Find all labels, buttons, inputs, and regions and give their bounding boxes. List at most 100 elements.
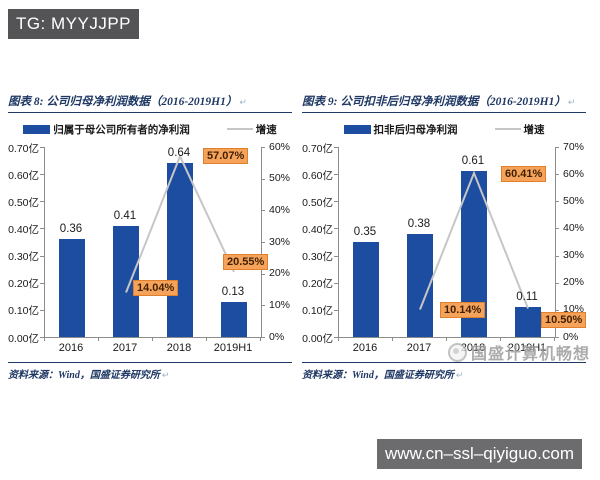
y-axis-tick-label: 0.20亿 [8,278,39,291]
y-axis-tick-label: 0.70亿 [8,142,39,155]
bar-value-label: 0.13 [221,285,245,298]
axis-tick [44,337,45,341]
axis-tick [152,337,153,341]
caption-rule [8,112,292,113]
axis-tick [338,337,339,341]
bar-value-label: 0.11 [516,291,538,304]
figure-caption: 图表 9: 公司扣非后归母净利润数据（2016-2019H1） [302,96,566,108]
figure-rule [302,362,586,363]
growth-line [419,170,529,310]
growth-callout-label: 20.55% [223,253,269,270]
axis-tick [206,337,207,341]
axis-tick [40,282,44,284]
y-axis-tick-label: 0.30亿 [302,251,333,264]
x-axis-tick-label: 2019H1 [507,342,547,354]
axis-tick [40,255,44,257]
y-axis-tick-label: 0.10亿 [302,305,333,318]
x-axis-tick-label: 2016 [58,342,84,354]
y-axis-tick-label: 0.20亿 [302,278,333,291]
chart-legend: 扣非后归母净利润 增速 [302,121,586,137]
watermark: 国盛计算机畅想 [448,340,590,364]
y-axis-tick-label: 0.00亿 [8,332,39,345]
legend-bar-swatch [23,124,51,134]
legend-bar-label: 扣非后归母净利润 [373,124,458,136]
axis-tick [261,337,265,338]
growth-line [125,153,235,293]
axis-tick [555,309,559,311]
axis-tick [261,305,265,307]
y-axis-tick-label: 0.50亿 [302,196,333,209]
legend-bar-swatch [343,124,371,134]
return-mark-icon: ↵ [455,370,464,380]
source-note: 资料来源：Wind，国盛证券研究所 [302,370,454,381]
axis-tick [555,174,559,176]
y-axis-tick-label: 60% [563,167,585,180]
axis-tick [446,337,447,341]
axis-tick [261,242,265,243]
source-note: 资料来源：Wind，国盛证券研究所 [8,370,160,381]
y-axis-tick-label: 30% [269,235,291,248]
y-axis-tick-label: 10% [269,298,291,311]
y-axis-tick-label: 0.10亿 [8,305,39,318]
caption-rule [302,112,586,113]
axis-tick [392,337,393,341]
bar [353,242,379,337]
return-mark-icon: ↵ [567,97,576,107]
legend-line-label: 增速 [523,124,545,136]
figure-caption-row: 图表 9: 公司扣非后归母净利润数据（2016-2019H1） ↵ [302,92,586,110]
y-axis-tick-label: 0.60亿 [8,169,39,182]
y-axis-tick-label: 0.40亿 [302,223,333,236]
growth-callout-label: 14.04% [133,279,179,296]
y-axis-tick-label: 0.00亿 [302,332,333,345]
y-axis-tick-label: 40% [269,203,291,216]
axis-tick [334,147,338,148]
axis-tick [261,178,265,180]
bar-value-label: 0.64 [167,147,191,160]
figure-caption-row: 图表 8: 公司归母净利润数据（2016-2019H1） ↵ [8,92,292,110]
bar [221,301,247,337]
axis-tick [40,147,44,148]
axis-tick [334,255,338,257]
y-axis-tick-label: 0.50亿 [8,196,39,209]
bar [515,307,541,337]
plot-area: 0.00亿 0.10亿 0.20亿 0.30亿 0.40亿 0.50亿 0.60亿 0.70亿… [302,92,587,382]
chart-legend: 归属于母公司所有者的净利润 增速 [8,121,292,137]
axis-tick [334,337,338,338]
axis-tick [500,337,501,341]
y-axis-tick-label: 0% [269,330,285,343]
axis-tick [334,201,338,203]
axis-tick [555,255,559,257]
axis-tick [334,174,338,176]
axis-tick [261,210,265,212]
y-axis-tick-label: 50% [563,194,585,207]
axis-tick [555,147,559,148]
bar-value-label: 0.38 [407,217,431,230]
y-axis-tick-label: 30% [563,249,585,262]
y-axis-tick-label: 60% [269,140,291,153]
growth-callout-label: 60.41% [501,166,547,183]
legend-line-swatch [226,128,253,130]
y-axis-tick-label: 40% [563,221,585,234]
axis-tick [555,201,559,203]
axis-tick [334,228,338,230]
axis-tick [555,228,559,230]
axis-tick [98,337,99,341]
figure-caption: 图表 8: 公司归母净利润数据（2016-2019H1） [8,96,238,108]
x-axis-tick-label: 2018 [166,342,192,354]
figure-8: 图表 8: 公司归母净利润数据（2016-2019H1） ↵ 归属于母公司所有者的… [8,92,292,382]
x-axis-tick-label: 2017 [112,342,138,354]
axis-tick [260,337,261,341]
legend-bar-label: 归属于母公司所有者的净利润 [53,124,190,136]
y-axis-tick-label: 0.60亿 [302,169,333,182]
axis-tick [40,309,44,311]
y-axis-tick-label: 70% [563,140,585,153]
footer-url-badge: www.cn–ssl–qiyiguo.com [377,439,582,469]
figure-9: 图表 9: 公司扣非后归母净利润数据（2016-2019H1） ↵ 扣非后归母净利… [302,92,587,382]
y-axis-tick-label: 0.40亿 [8,223,39,236]
y-axis-tick-label: 0% [563,330,579,343]
bar [59,239,85,337]
plot-area: 0.00亿 0.10亿 0.20亿 0.30亿 0.40亿 0.50亿 0.60亿 0.70亿… [8,92,292,382]
axis-tick [261,147,265,148]
return-mark-icon: ↵ [239,97,247,107]
